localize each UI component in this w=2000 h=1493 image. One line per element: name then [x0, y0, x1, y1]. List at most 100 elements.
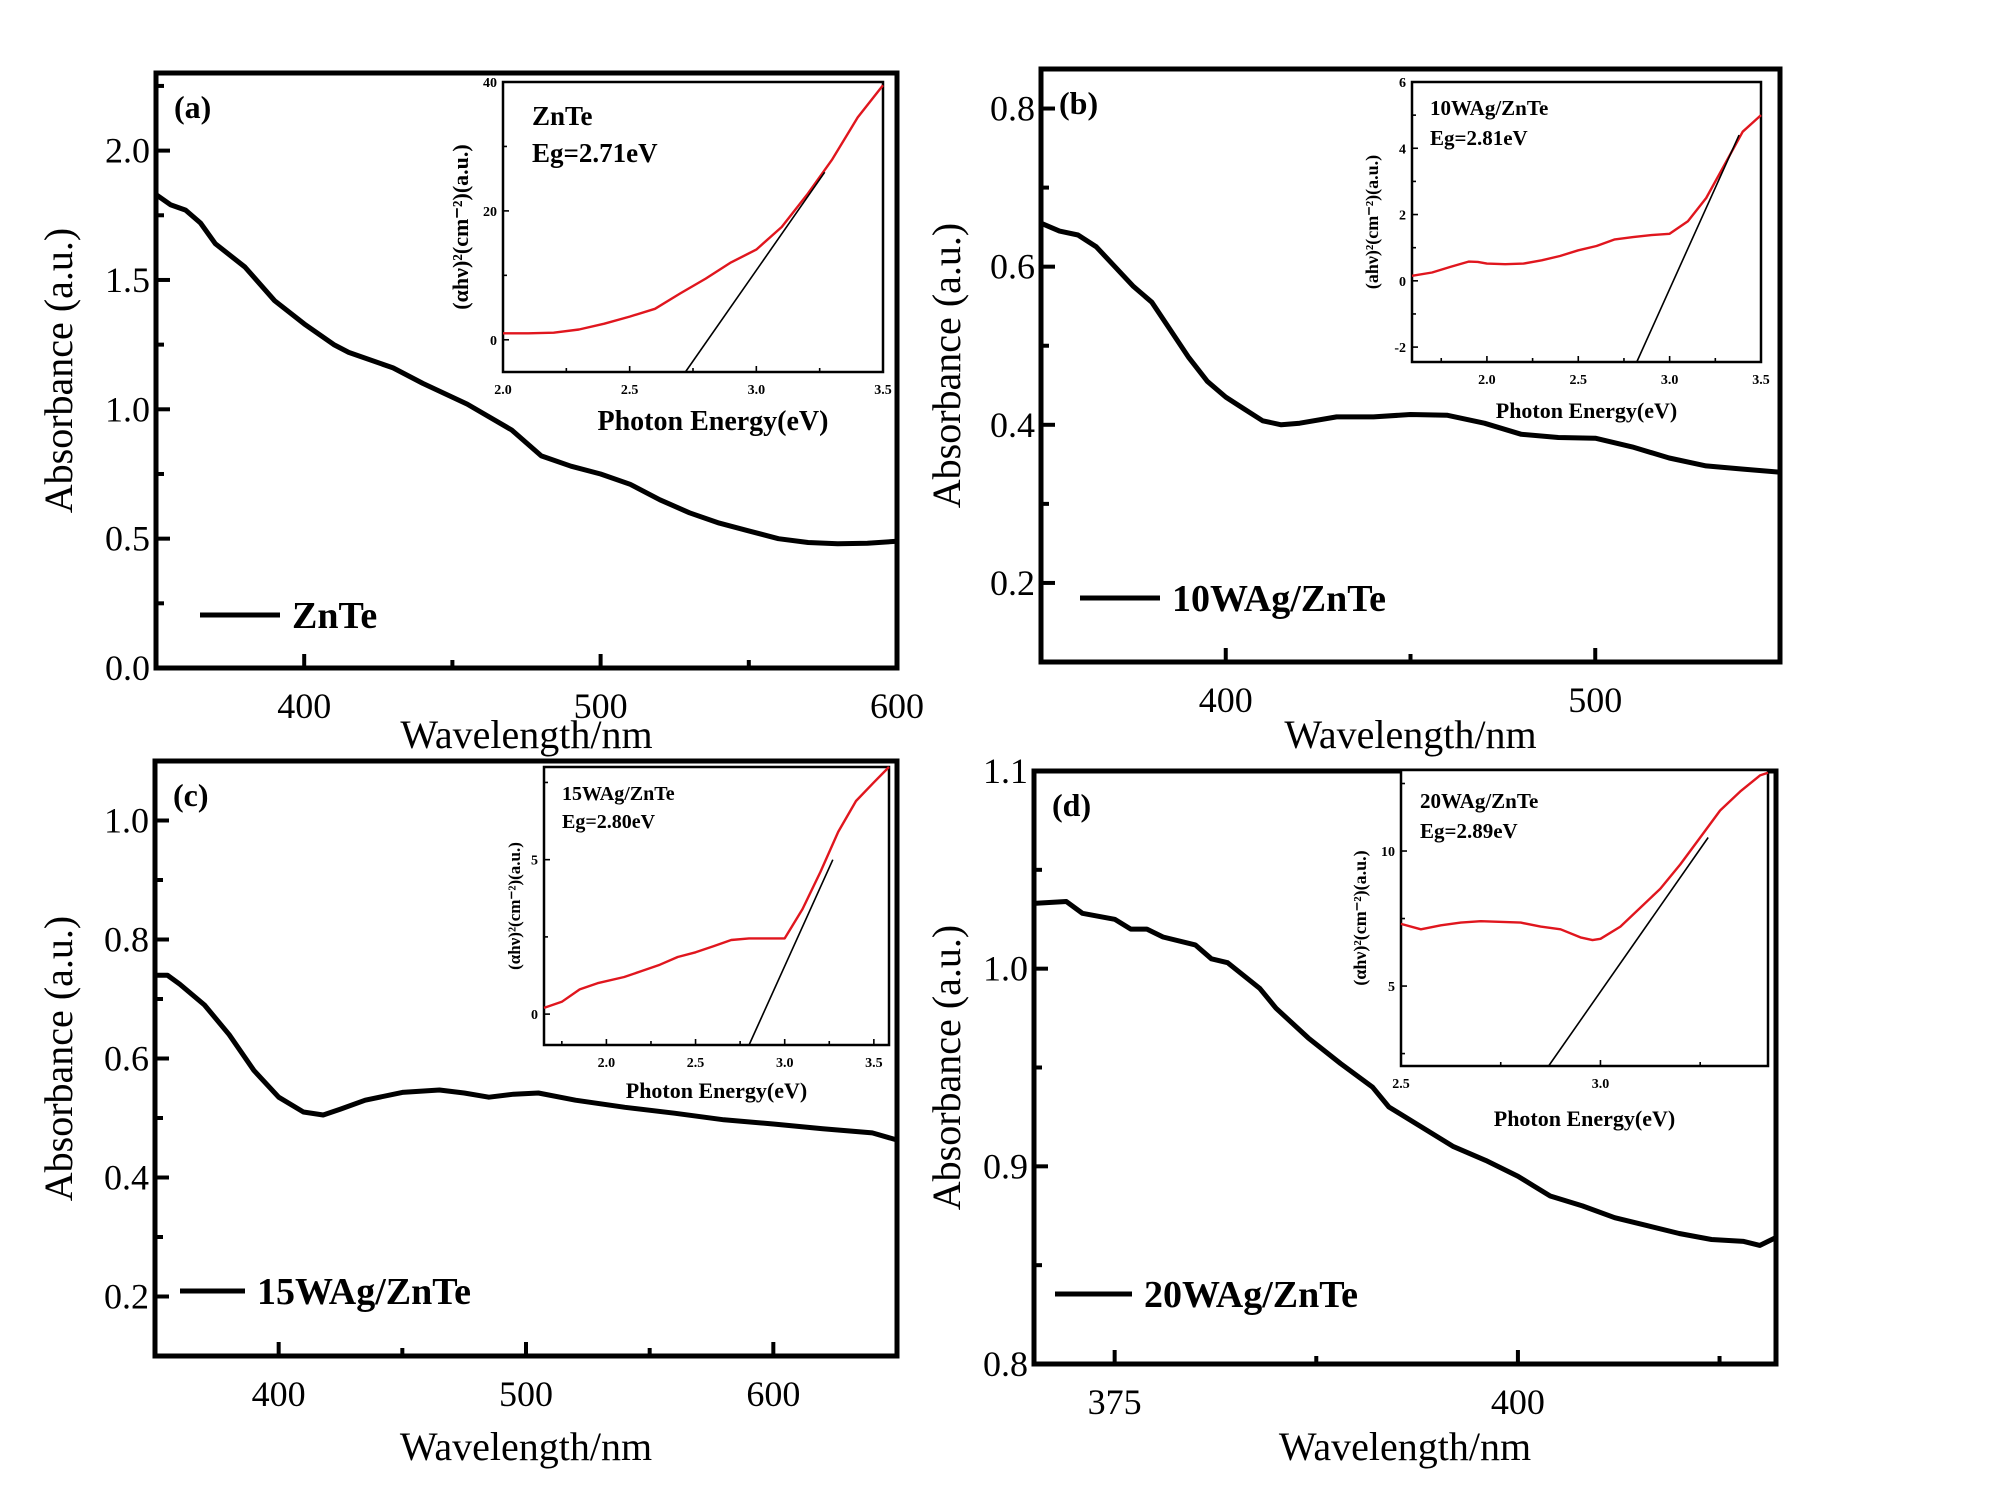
inset-x-tick-label: 2.0 [598, 1056, 616, 1071]
inset-plot: 2.5 3.0 5 10 20WAg/ZnTe Eg=2.89eV Photon Energ… [1350, 768, 1770, 1131]
x-axis-label: Wavelength/nm [400, 1424, 652, 1469]
y-axis-label: Absorbance (a.u.) [924, 223, 969, 508]
tangent-fit-line [684, 171, 826, 373]
inset-frame [1399, 768, 1770, 1068]
inset-y-tick-label: 6 [1399, 76, 1406, 91]
panel-label: (a) [174, 89, 211, 125]
inset-y-tick-label: 4 [1399, 142, 1406, 157]
x-tick-label: 400 [277, 686, 331, 726]
inset-plot: 2.0 2.5 3.0 3.5 0 20 40 ZnTe Eg=2.71eV Photon Ene… [448, 76, 892, 437]
inset-sample-label: 10WAg/ZnTe [1430, 96, 1548, 120]
y-tick-label: 0.6 [990, 247, 1035, 287]
x-tick-label: 400 [252, 1374, 306, 1414]
inset-y-axis-label: (αhν)²(cm⁻²)(a.u.) [448, 144, 473, 309]
y-axis-label: Absorbance (a.u.) [924, 925, 969, 1210]
inset-y-tick-label: 10 [1381, 845, 1395, 860]
inset-x-tick-label: 3.0 [748, 383, 766, 398]
y-axis-label: Absorbance (a.u.) [36, 916, 81, 1201]
y-tick-label: 0.4 [990, 405, 1035, 445]
y-tick-label: 0.6 [104, 1039, 149, 1079]
inset-x-tick-label: 3.0 [1592, 1077, 1610, 1092]
x-axis-label: Wavelength/nm [1279, 1424, 1531, 1469]
inset-sample-label: 20WAg/ZnTe [1420, 789, 1538, 813]
inset-x-tick-label: 2.0 [1478, 373, 1496, 388]
inset-y-tick-label: 5 [531, 854, 538, 869]
tauc-curve [1400, 771, 1769, 942]
y-tick-label: 0.8 [990, 89, 1035, 129]
y-tick-label: 1.1 [983, 751, 1028, 791]
inset-y-tick-label: -2 [1394, 341, 1406, 356]
inset-y-tick-label: 0 [1399, 275, 1406, 290]
inset-bandgap-label: Eg=2.71eV [532, 138, 658, 168]
x-tick-label: 500 [1568, 680, 1622, 720]
series-line [1040, 220, 1781, 475]
x-tick-label: 400 [1199, 680, 1253, 720]
y-tick-label: 0.0 [105, 648, 150, 688]
y-tick-label: 1.0 [105, 389, 150, 429]
inset-y-tick-label: 0 [531, 1008, 538, 1023]
inset-bandgap-label: Eg=2.80eV [562, 811, 656, 833]
inset-frame [1410, 80, 1763, 364]
inset-y-tick-label: 5 [1388, 980, 1395, 995]
inset-x-tick-label: 3.0 [1661, 373, 1679, 388]
inset-x-axis-label: Photon Energy(eV) [1496, 398, 1677, 423]
y-tick-label: 0.2 [104, 1277, 149, 1317]
inset-x-tick-label: 2.5 [1570, 373, 1588, 388]
legend-label: 10WAg/ZnTe [1172, 578, 1386, 620]
series-line [154, 192, 898, 547]
series-line [155, 972, 898, 1143]
plot-frame [152, 758, 900, 1359]
x-axis-label: Wavelength/nm [1284, 712, 1536, 757]
y-tick-label: 0.8 [104, 920, 149, 960]
y-tick-label: 0.4 [104, 1158, 149, 1198]
plot-frame [1038, 66, 1783, 665]
x-tick-label: 600 [870, 686, 924, 726]
panel-label: (b) [1059, 85, 1098, 121]
inset-frame [501, 80, 885, 374]
inset-x-axis-label: Photon Energy(eV) [598, 406, 829, 437]
tangent-fit-line [1636, 134, 1740, 363]
panel-label: (d) [1052, 787, 1091, 823]
series-line [1033, 899, 1778, 1248]
x-tick-label: 600 [746, 1374, 800, 1414]
inset-x-tick-label: 3.0 [776, 1056, 794, 1071]
x-axis-label: Wavelength/nm [400, 712, 652, 757]
inset-plot: 2.0 2.5 3.0 3.5 -2 0 2 4 6 10WAg/ZnTe Eg=2.81eV Pho… [1362, 76, 1770, 423]
inset-x-tick-label: 2.5 [621, 383, 639, 398]
inset-x-tick-label: 3.5 [1752, 373, 1770, 388]
inset-sample-label: 15WAg/ZnTe [562, 783, 675, 805]
inset-y-axis-label: (αhν)²(cm⁻²)(a.u.) [1350, 850, 1371, 985]
legend-label: 15WAg/ZnTe [257, 1271, 471, 1313]
y-tick-label: 1.5 [105, 260, 150, 300]
panel-c: 400 500 600 0.2 0.4 0.6 0.8 1.0 Wavelength/nm Abs… [36, 758, 900, 1469]
inset-x-axis-label: Photon Energy(eV) [626, 1078, 807, 1103]
tauc-curve [503, 84, 884, 335]
legend-label: ZnTe [292, 595, 377, 637]
legend-label: 20WAg/ZnTe [1144, 1274, 1358, 1316]
plot-frame [153, 70, 900, 671]
inset-frame [542, 765, 891, 1047]
inset-sample-label: ZnTe [532, 101, 593, 131]
panel-a: 400 500 6000.00.51.01.52.0Wavelength/nmAbs… [36, 70, 924, 757]
y-tick-label: 1.0 [983, 949, 1028, 989]
y-tick-label: 1.0 [104, 801, 149, 841]
y-tick-label: 0.8 [983, 1344, 1028, 1384]
inset-plot: 2.0 2.5 3.0 3.5 0 5 15WAg/ZnTe Eg=2.80eV Photon … [505, 765, 891, 1103]
panel-label: (c) [173, 777, 209, 813]
y-tick-label: 2.0 [105, 131, 150, 171]
y-tick-label: 0.5 [105, 519, 150, 559]
x-tick-label: 400 [1491, 1382, 1545, 1422]
inset-x-tick-label: 3.5 [865, 1056, 883, 1071]
inset-y-tick-label: 2 [1399, 209, 1406, 224]
x-tick-label: 500 [499, 1374, 553, 1414]
tauc-curve [1411, 114, 1762, 277]
y-tick-label: 0.9 [983, 1146, 1028, 1186]
panel-d: 375 400 0.8 0.9 1.0 1.1 Wavelength/nm Absorbanc… [924, 751, 1779, 1469]
inset-bandgap-label: Eg=2.81eV [1430, 126, 1528, 150]
y-axis-label: Absorbance (a.u.) [36, 228, 81, 513]
y-tick-label: 0.2 [990, 563, 1035, 603]
inset-x-tick-label: 2.5 [1392, 1077, 1410, 1092]
tangent-fit-line [1547, 837, 1709, 1067]
inset-y-axis-label: (ahν)²(cm⁻²)(a.u.) [1362, 155, 1383, 289]
